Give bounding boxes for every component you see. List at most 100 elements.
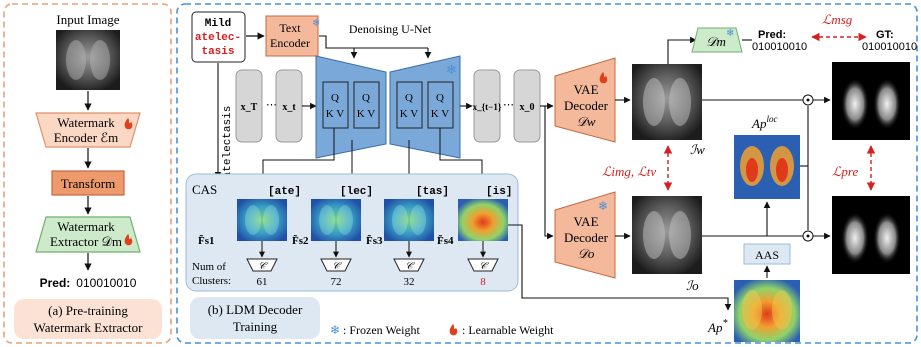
svg-text:Q: Q bbox=[436, 92, 444, 104]
attention-map-1 bbox=[237, 199, 287, 241]
svg-text:⋯: ⋯ bbox=[503, 99, 514, 111]
flame-icon bbox=[124, 118, 133, 130]
denoising-unet-title: Denoising U-Net bbox=[349, 22, 432, 36]
num-clusters-label-2: Clusters: bbox=[192, 275, 231, 287]
ap-loc-heatmap bbox=[734, 135, 800, 199]
cas-label: CAS bbox=[192, 182, 217, 197]
svg-text:Watermark: Watermark bbox=[57, 219, 115, 234]
svg-text:Decoder: Decoder bbox=[564, 230, 609, 245]
svg-text:𝒞: 𝒞 bbox=[258, 261, 268, 272]
num-clusters-label: Num of bbox=[192, 261, 226, 273]
watermark-encoder-box: Watermark Encoder ℰm bbox=[35, 112, 141, 148]
svg-text:AAS: AAS bbox=[755, 248, 779, 262]
cluster-box-4: 𝒞 bbox=[467, 258, 499, 272]
cluster-box-1: 𝒞 bbox=[246, 258, 278, 272]
text-encoder-box: Text Encoder ❄ bbox=[265, 15, 320, 57]
latent-xt: x_t bbox=[275, 69, 303, 143]
flame-icon bbox=[599, 72, 608, 84]
pred-value: 010010010 bbox=[752, 41, 807, 53]
svg-text:VAE: VAE bbox=[573, 82, 598, 97]
panel-a-border bbox=[3, 3, 172, 344]
svg-text:K V: K V bbox=[326, 108, 344, 120]
watermark-extractor-box: Watermark Extractor 𝒟m bbox=[35, 216, 141, 253]
panel-a-pred: Pred: 010010010 bbox=[40, 276, 137, 290]
token-lec: [lec] bbox=[340, 186, 373, 198]
svg-text:K V: K V bbox=[357, 108, 375, 120]
svg-text:tasis: tasis bbox=[201, 46, 234, 58]
original-image bbox=[632, 196, 702, 274]
gt-value: 010010010 bbox=[862, 41, 917, 53]
snowflake-icon: ❄ bbox=[726, 28, 734, 39]
masked-original-image bbox=[832, 196, 910, 274]
svg-text:𝒞: 𝒞 bbox=[332, 261, 342, 272]
token-ate: [ate] bbox=[268, 186, 301, 198]
svg-text:𝒟o: 𝒟o bbox=[578, 246, 595, 261]
watermarked-image bbox=[632, 64, 702, 140]
svg-text:Decoder: Decoder bbox=[564, 98, 609, 113]
multiply-node-top bbox=[802, 94, 814, 106]
token-tas: [tas] bbox=[416, 186, 449, 198]
legend: ❄ : Frozen Weight : Learnable Weight bbox=[330, 323, 554, 337]
feature-label-2: F̃s2 bbox=[292, 234, 309, 247]
prompt-box: Mild atelec- tasis bbox=[191, 11, 246, 63]
flame-icon bbox=[449, 324, 458, 336]
latent-xt-1: x_{t−1} bbox=[473, 69, 502, 143]
panel-b-caption: (b) LDM Decoder Training bbox=[190, 297, 320, 339]
svg-text:Watermark Extractor: Watermark Extractor bbox=[33, 320, 143, 335]
cluster-box-2: 𝒞 bbox=[320, 258, 352, 272]
svg-text:: Learnable Weight: : Learnable Weight bbox=[462, 323, 554, 337]
image-o-label: ℐo bbox=[686, 278, 699, 293]
snowflake-icon: ❄ bbox=[312, 18, 320, 29]
vae-decoder-o: VAE Decoder 𝒟o ❄ bbox=[554, 191, 616, 279]
latent-xT: x_T bbox=[235, 69, 263, 143]
svg-text:Q: Q bbox=[405, 92, 413, 104]
svg-text:x_{t−1}: x_{t−1} bbox=[473, 102, 502, 112]
snowflake-icon: ❄ bbox=[330, 323, 340, 337]
input-xray-image bbox=[56, 30, 120, 90]
snowflake-icon: ❄ bbox=[598, 199, 608, 213]
loss-img-tv: ℒimg, ℒtv bbox=[602, 164, 656, 179]
svg-text:Transform: Transform bbox=[61, 176, 115, 191]
svg-text:Mild: Mild bbox=[205, 18, 231, 30]
input-image-label: Input Image bbox=[56, 12, 119, 27]
ap-star-heatmap bbox=[734, 280, 800, 342]
extractor-dm-box: 𝒟m ❄ bbox=[691, 27, 743, 53]
svg-text:K V: K V bbox=[431, 108, 449, 120]
cluster-count-4: 8 bbox=[480, 276, 486, 288]
svg-text:Watermark: Watermark bbox=[57, 115, 115, 130]
token-is: [is] bbox=[486, 186, 512, 198]
svg-text:: Frozen Weight: : Frozen Weight bbox=[343, 323, 420, 337]
image-w-label: ℐw bbox=[690, 142, 705, 157]
svg-text:x_t: x_t bbox=[282, 102, 296, 113]
feature-label-1: F̃s1 bbox=[198, 234, 215, 247]
transform-box: Transform bbox=[51, 170, 125, 196]
latent-x0: x_0 bbox=[513, 69, 541, 143]
panel-b-border bbox=[176, 3, 918, 344]
masked-watermarked-image bbox=[832, 62, 910, 140]
snowflake-icon: ❄ bbox=[446, 62, 457, 77]
svg-text:Training: Training bbox=[233, 319, 278, 334]
loss-msg: ℒmsg bbox=[822, 12, 853, 27]
cluster-box-3: 𝒞 bbox=[393, 258, 425, 272]
attention-map-4 bbox=[458, 199, 508, 241]
svg-text:𝒟w: 𝒟w bbox=[576, 114, 595, 129]
svg-text:𝒞: 𝒞 bbox=[479, 261, 489, 272]
feature-label-3: F̃s3 bbox=[366, 234, 383, 247]
unet-decoder-half: Q K V Q K V ❄ bbox=[389, 55, 461, 159]
cluster-count-2: 72 bbox=[331, 276, 342, 288]
token-vertical-label: atelectasis bbox=[222, 106, 234, 179]
loss-pre: ℒpre bbox=[832, 164, 858, 179]
svg-text:(b) LDM Decoder: (b) LDM Decoder bbox=[208, 302, 303, 317]
feature-label-4: F̃s4 bbox=[437, 234, 454, 247]
svg-text:Encoder ℰm: Encoder ℰm bbox=[54, 130, 119, 145]
svg-text:Extractor 𝒟m: Extractor 𝒟m bbox=[50, 234, 122, 249]
unet-encoder-half: Q K V Q K V bbox=[315, 55, 387, 159]
vae-decoder-w: VAE Decoder 𝒟w bbox=[554, 57, 616, 143]
svg-text:K V: K V bbox=[400, 108, 418, 120]
svg-text:Encoder: Encoder bbox=[270, 36, 310, 50]
svg-text:atelec-: atelec- bbox=[195, 32, 241, 44]
svg-text:⋯: ⋯ bbox=[266, 99, 277, 111]
svg-text:(a) Pre-training: (a) Pre-training bbox=[48, 303, 128, 318]
panel-a-caption: (a) Pre-training Watermark Extractor bbox=[14, 299, 162, 339]
